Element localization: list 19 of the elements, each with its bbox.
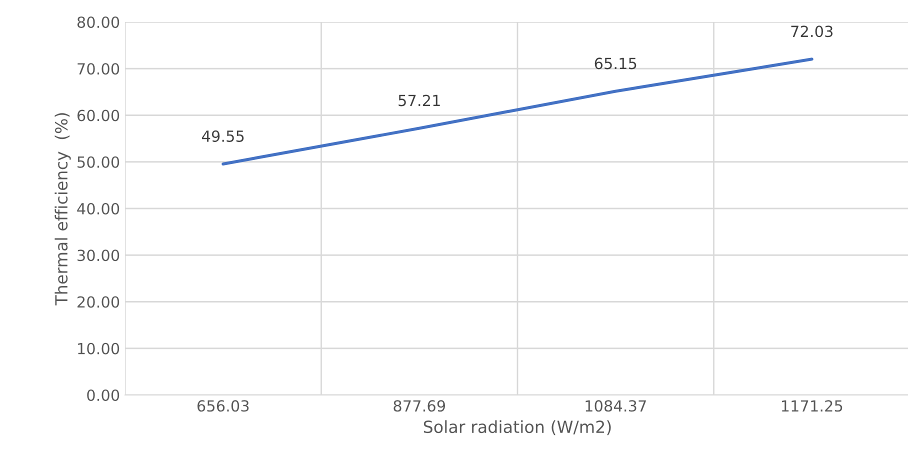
x-tick-label: 1171.25 [782,400,842,412]
y-tick-label: 60.00 [77,110,120,122]
data-label: 57.21 [398,94,440,106]
y-tick-label: 10.00 [78,342,120,354]
y-tick-label: 40.00 [77,202,120,215]
x-axis-title: Solar radiation (W/m2) [424,420,611,436]
y-tick-label: 50.00 [78,156,120,168]
data-label: 49.55 [202,130,244,142]
y-tick-label: 30.00 [78,250,120,262]
y-tick-label: 0.00 [87,389,120,402]
data-label: 65.15 [594,58,636,70]
y-tick-label: 20.00 [78,296,120,308]
y-tick-label: 80.00 [77,16,120,28]
y-axis-title: Thermal efficiency (%) [54,113,71,306]
x-tick-label: 656.03 [197,400,249,412]
x-tick-label: 1084.37 [586,400,646,412]
x-tick-label: 877.69 [394,400,446,412]
y-tick-label: 70.00 [78,63,120,75]
data-label: 72.03 [791,26,833,38]
